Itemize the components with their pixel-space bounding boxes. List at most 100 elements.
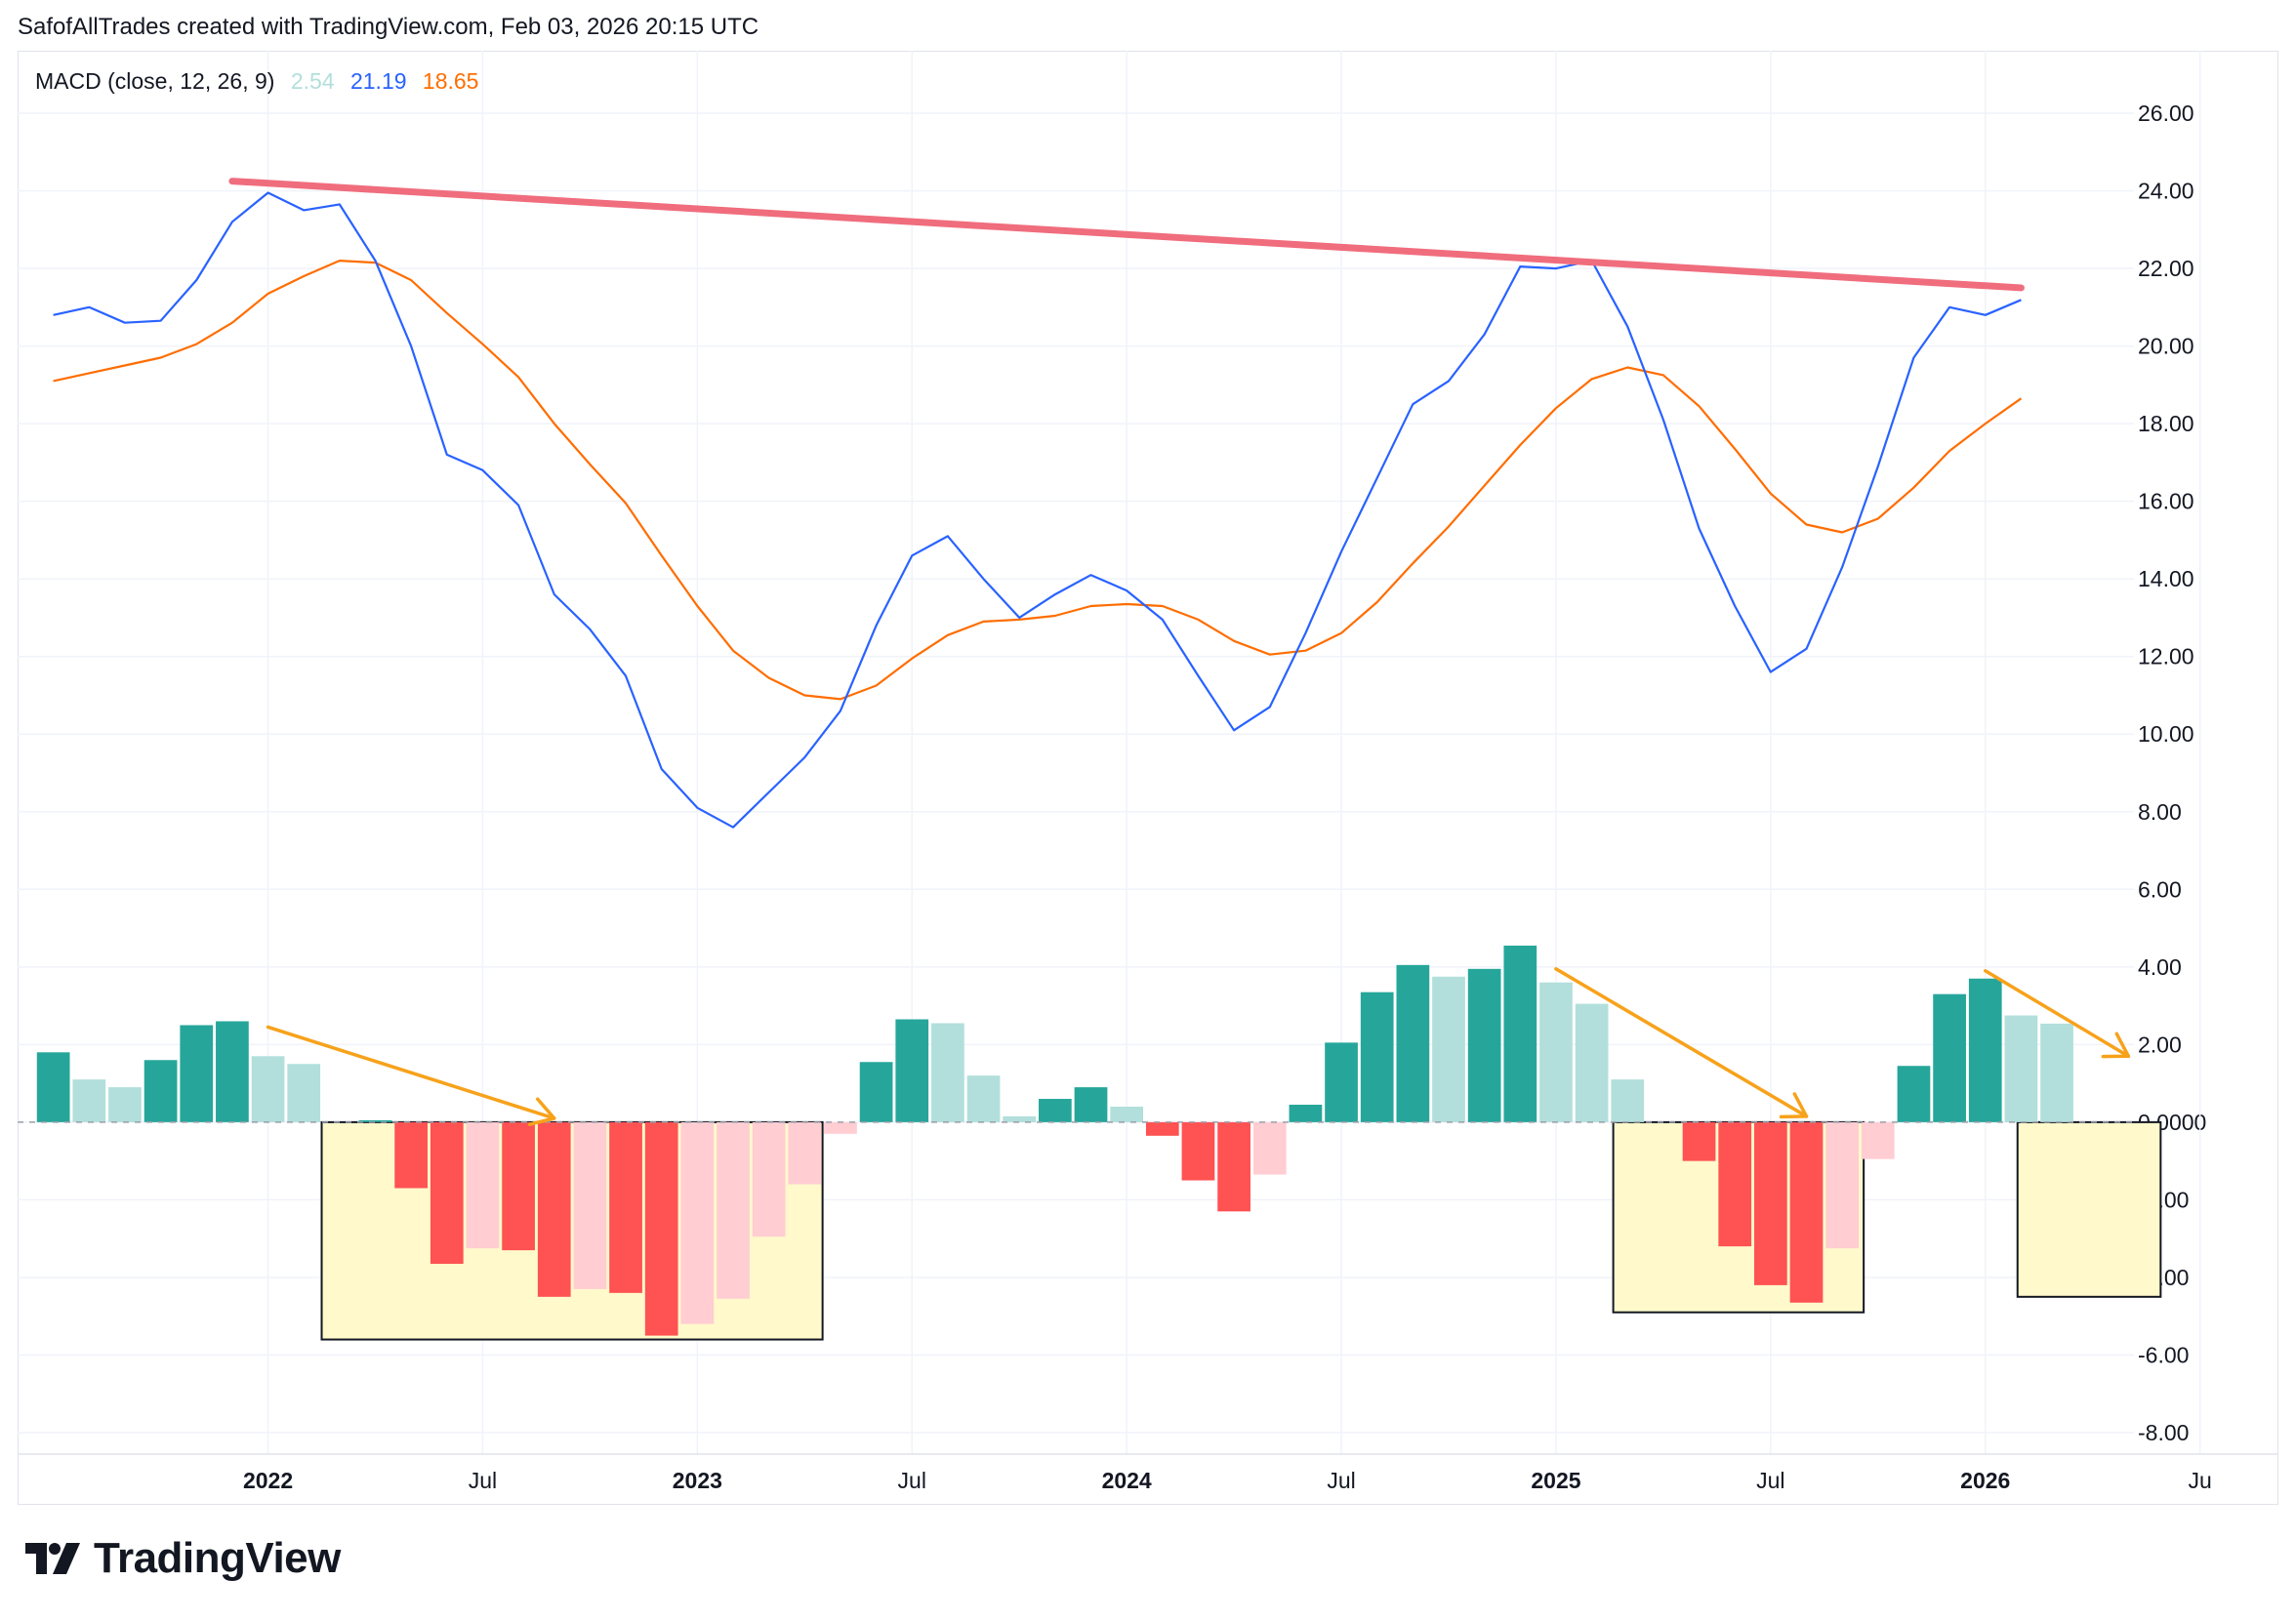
histogram-bar	[430, 1121, 464, 1265]
y-tick-label: 8.00	[2138, 799, 2182, 825]
y-tick-label: 22.00	[2138, 256, 2194, 281]
y-tick-label: 2.00	[2138, 1032, 2182, 1057]
histogram-bar	[717, 1121, 750, 1299]
x-tick-label: 2026	[1960, 1468, 2010, 1493]
histogram-bar	[36, 1052, 70, 1122]
grid-lines: 26.00 24.00 22.00 20.00 18.00 16.00 14.00 12.00…	[18, 51, 2212, 1493]
legend-title: MACD (close, 12, 26, 9)	[35, 68, 275, 94]
arrow-head	[527, 1097, 556, 1126]
y-tick-label: 20.00	[2138, 334, 2194, 359]
histogram-bar	[251, 1056, 285, 1122]
resistance-trendline	[228, 178, 2025, 292]
x-tick-label: Jul	[1327, 1468, 1355, 1493]
x-tick-label: Ju	[2189, 1468, 2212, 1493]
histogram-bar	[1753, 1121, 1787, 1285]
y-tick-label: 6.00	[2138, 876, 2182, 902]
histogram-bar	[1968, 978, 2002, 1122]
macd-line	[53, 191, 2022, 829]
histogram-bar	[1038, 1099, 1072, 1122]
signal-line	[53, 260, 2023, 701]
histogram-bar	[1682, 1121, 1716, 1161]
histogram-bar	[609, 1121, 642, 1293]
x-tick-label: Jul	[469, 1468, 497, 1493]
brand-name: TradingView	[94, 1534, 341, 1582]
legend-macd-value: 21.19	[349, 68, 407, 94]
histogram-bar	[1467, 968, 1501, 1122]
histogram-bar	[2004, 1015, 2038, 1122]
histogram-bar	[788, 1121, 822, 1185]
histogram-bar	[1396, 964, 1430, 1122]
histogram-bar	[1432, 976, 1465, 1122]
histogram-bar	[1575, 1003, 1609, 1122]
y-tick-label: 26.00	[2138, 101, 2194, 126]
histogram-bar	[1145, 1121, 1179, 1136]
histogram-bar	[502, 1121, 535, 1251]
histogram-bar	[1110, 1106, 1144, 1122]
histogram-bar	[108, 1087, 142, 1122]
histogram-bar	[1611, 1079, 1645, 1122]
histogram-bar	[644, 1121, 678, 1336]
arrow-shaft	[266, 1025, 556, 1120]
histogram-bar	[1539, 982, 1573, 1122]
histogram-bar	[1360, 992, 1394, 1122]
histogram-bar	[680, 1121, 715, 1324]
x-tick-label: Jul	[1756, 1468, 1784, 1493]
y-tick-label: 14.00	[2138, 566, 2194, 591]
histogram-bar	[1933, 993, 1966, 1122]
histogram-bar	[966, 1075, 1001, 1122]
histogram-bar	[216, 1021, 249, 1122]
histogram-bar	[1325, 1042, 1358, 1122]
tradingview-logo-icon	[25, 1543, 80, 1574]
x-tick-label: 2024	[1102, 1468, 1152, 1493]
arrow-head	[1779, 1092, 1809, 1119]
trend-arrow	[1984, 969, 2131, 1059]
y-tick-label: 4.00	[2138, 954, 2182, 980]
legend-signal-value: 18.65	[422, 68, 479, 94]
histogram-bar	[72, 1079, 106, 1122]
y-tick-label: -6.00	[2138, 1342, 2189, 1367]
y-tick-label: -8.00	[2138, 1420, 2189, 1445]
histogram-bar	[859, 1062, 893, 1122]
y-tick-label: 24.00	[2138, 179, 2194, 204]
histogram-bar	[394, 1121, 429, 1189]
y-tick-label: 18.00	[2138, 411, 2194, 436]
histogram-bar	[1861, 1121, 1895, 1159]
trend-arrow	[1554, 967, 1809, 1119]
arrow-head	[2101, 1032, 2131, 1059]
x-tick-label: 2025	[1531, 1468, 1580, 1493]
histogram-bar	[1217, 1121, 1250, 1212]
indicator-legend[interactable]: MACD (close, 12, 26, 9) 2.54 21.19 18.65	[35, 68, 488, 95]
chart-pane[interactable]	[18, 51, 2278, 1505]
histogram-bar	[1074, 1087, 1108, 1122]
histogram-bar	[895, 1019, 929, 1122]
macd-chart[interactable]: 26.00 24.00 22.00 20.00 18.00 16.00 14.00 12.00…	[0, 0, 2296, 1522]
x-tick-label: 2023	[673, 1468, 722, 1493]
arrow-shaft	[1984, 969, 2131, 1059]
histogram-bar	[1789, 1121, 1824, 1303]
histogram-bar	[180, 1025, 214, 1122]
histogram-bar	[537, 1121, 571, 1297]
chart-attribution: SafofAllTrades created with TradingView.…	[18, 14, 759, 40]
histogram-bar	[931, 1023, 964, 1122]
histogram-bar	[144, 1060, 178, 1122]
histogram-bar	[1252, 1121, 1287, 1175]
histogram-bar	[358, 1119, 392, 1122]
histogram-bar	[466, 1121, 500, 1249]
x-tick-label: Jul	[898, 1468, 926, 1493]
y-tick-label: 10.00	[2138, 721, 2194, 747]
histogram-bar	[287, 1064, 321, 1122]
y-tick-label: 16.00	[2138, 489, 2194, 514]
highlight-box	[2016, 1120, 2162, 1298]
histogram-bar	[1897, 1066, 1931, 1122]
histogram-bar	[1503, 945, 1538, 1122]
trend-arrow	[266, 1025, 556, 1126]
arrow-shaft	[1554, 967, 1809, 1118]
histogram-bar	[1003, 1115, 1037, 1122]
legend-histogram-value: 2.54	[290, 68, 335, 94]
histogram-bar	[1181, 1121, 1215, 1181]
tradingview-brand[interactable]: TradingView	[23, 1534, 341, 1583]
histogram-bar	[1825, 1121, 1860, 1249]
histogram-bar	[573, 1121, 607, 1289]
x-tick-label: 2022	[243, 1468, 293, 1493]
histogram-bar	[1289, 1104, 1323, 1122]
